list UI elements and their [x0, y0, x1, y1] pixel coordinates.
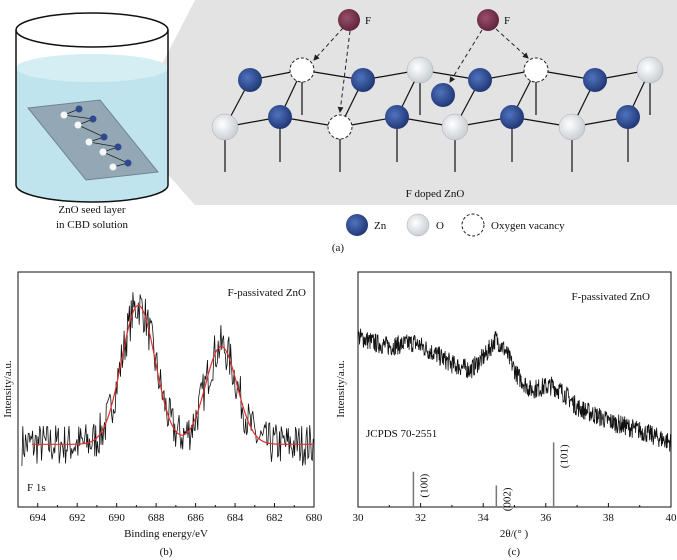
o-atom-icon: [109, 163, 117, 171]
x-tick-label: 684: [227, 512, 244, 524]
zn-atom-icon: [616, 105, 640, 129]
x-tick-label: 36: [540, 512, 552, 524]
fluorine-label: F: [504, 15, 510, 27]
x-tick-label: 692: [69, 512, 86, 524]
o-atom-icon: [636, 56, 664, 84]
arrow: [449, 29, 483, 83]
zn-atom-icon: [385, 105, 409, 129]
fluorine-label: F: [365, 15, 371, 27]
zn-atom-icon: [431, 83, 455, 107]
zoom-panel-background: [128, 0, 677, 205]
zn-atom-icon: [114, 143, 122, 151]
zn-atom-icon: [238, 68, 262, 92]
plot-frame: [17, 271, 315, 508]
zn-atom-icon: [351, 68, 375, 92]
x-tick-label: 40: [666, 512, 677, 524]
zn-atom-icon: [124, 159, 132, 167]
o-atom-icon: [406, 56, 434, 84]
legend-vacancy-icon: [461, 213, 485, 237]
reference-peak-label: (100): [418, 473, 430, 497]
panel-a-label: (a): [332, 242, 345, 254]
zn-atom-icon: [268, 105, 292, 129]
annotation-f1s: F 1s: [27, 482, 46, 494]
beaker-caption-line2: in CBD solution: [56, 219, 129, 231]
legend-o-icon: [406, 213, 430, 237]
o-atom-icon: [441, 113, 469, 141]
legend-o-label: O: [436, 220, 444, 232]
mini-lattice: [60, 105, 132, 171]
xrd-measured-line: [357, 328, 672, 452]
o-atom-icon: [60, 111, 68, 119]
beaker: [15, 12, 169, 203]
oxygen-vacancy-icon: [289, 57, 315, 83]
x-tick-label: 682: [266, 512, 283, 524]
panel-c-label: (c): [508, 546, 521, 558]
f-atom-icon: [477, 9, 499, 31]
o-atom-icon: [99, 148, 107, 156]
x-tick-label: 38: [603, 512, 615, 524]
zn-atom-icon: [89, 115, 97, 123]
oxygen-vacancy-icon: [327, 114, 353, 140]
zn-atom-icon: [468, 68, 492, 92]
x-tick-label: 690: [108, 512, 125, 524]
arrow: [313, 27, 344, 61]
chart-title: F-passivated ZnO: [227, 287, 306, 299]
annotation-jcpds: JCPDS 70-2551: [366, 428, 437, 440]
x-tick-label: 34: [478, 512, 490, 524]
o-atom-icon: [74, 121, 82, 129]
legend-vacancy-label: Oxygen vacancy: [491, 220, 565, 232]
x-tick-label: 30: [353, 512, 365, 524]
zn-atom-icon: [583, 68, 607, 92]
legend-zn-label: Zn: [374, 220, 387, 232]
water-surface: [16, 54, 168, 82]
legend: Zn O Oxygen vacancy: [346, 213, 565, 237]
xps-measured-line: [21, 292, 314, 466]
x-tick-label: 694: [29, 512, 46, 524]
x-tick-label: 686: [187, 512, 204, 524]
oxygen-vacancy-icon: [523, 57, 549, 83]
y-axis-label: Intensity/a.u.: [335, 360, 347, 418]
o-atom-icon: [211, 113, 239, 141]
panel-b-label: (b): [160, 546, 173, 558]
o-atom-icon: [85, 138, 93, 146]
arrow: [495, 28, 529, 59]
x-tick-label: 688: [148, 512, 165, 524]
beaker-caption-line1: ZnO seed layer: [58, 204, 126, 216]
lattice-caption: F doped ZnO: [406, 188, 465, 200]
reference-peak-label: (002): [501, 487, 513, 511]
panel-b-xps-chart: F-passivated ZnO F 1s Binding energy/eV …: [2, 271, 323, 558]
xps-fit-line: [31, 304, 314, 445]
plot-frame: [357, 271, 672, 508]
zn-atom-icon: [500, 105, 524, 129]
x-tick-label: 680: [306, 512, 323, 524]
substrate: [27, 99, 159, 181]
x-tick-label: 32: [415, 512, 426, 524]
chart-title: F-passivated ZnO: [571, 291, 650, 303]
x-axis-label: Binding energy/eV: [124, 528, 208, 540]
reference-peak-label: (101): [559, 444, 571, 468]
o-atom-icon: [558, 113, 586, 141]
legend-zn-icon: [346, 214, 368, 236]
y-axis-label: Intensity/a.u.: [2, 360, 14, 418]
panel-c-xrd-chart: F-passivated ZnO JCPDS 70-2551 2θ/(° ) I…: [335, 271, 677, 558]
zn-atom-icon: [75, 105, 83, 113]
zn-atom-icon: [100, 133, 108, 141]
x-axis-label: 2θ/(° ): [500, 528, 529, 540]
f-atom-icon: [338, 9, 360, 31]
